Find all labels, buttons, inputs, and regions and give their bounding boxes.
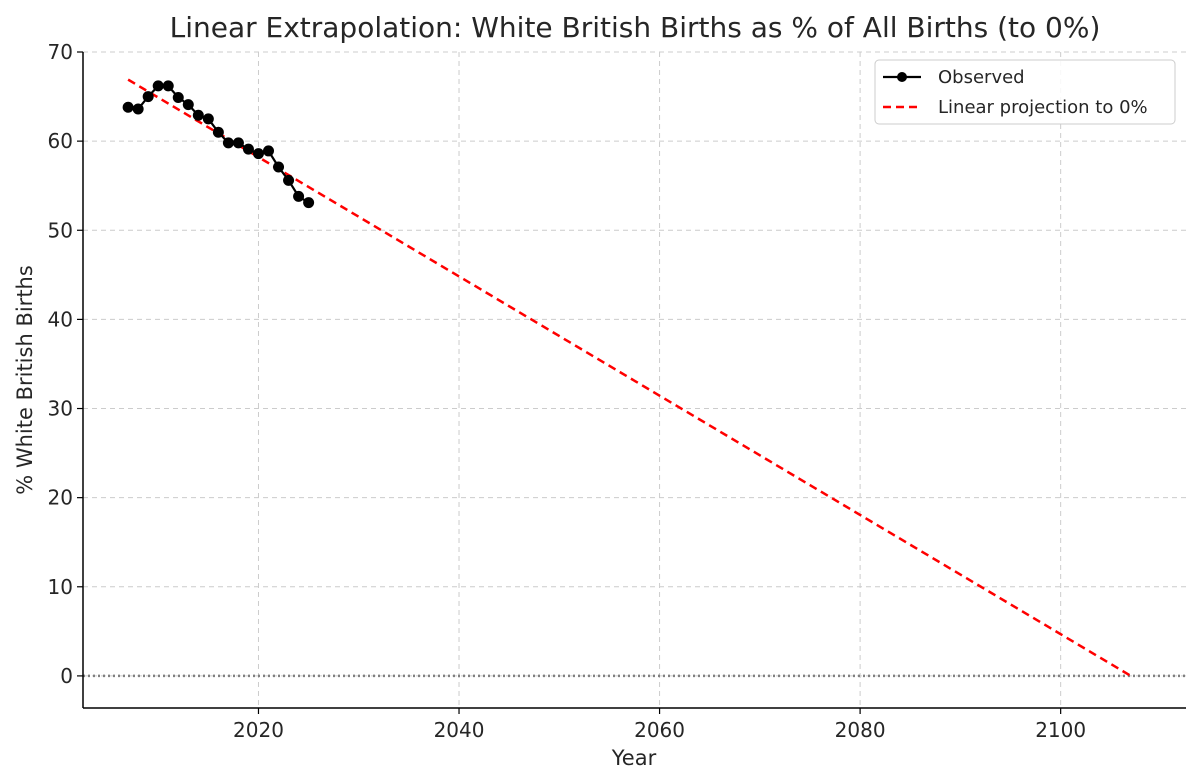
observed-point xyxy=(132,103,144,115)
x-tick-label: 2040 xyxy=(434,718,485,742)
observed-point xyxy=(202,113,214,125)
observed-point xyxy=(172,91,184,103)
x-tick-label: 2020 xyxy=(233,718,284,742)
y-tick-label: 50 xyxy=(48,218,73,242)
y-axis-label: % White British Births xyxy=(13,265,37,495)
observed-point xyxy=(122,101,134,113)
legend: Observed Linear projection to 0% xyxy=(874,59,1176,125)
observed-point xyxy=(222,137,234,149)
observed-point xyxy=(182,99,194,111)
observed-point xyxy=(212,126,224,138)
y-tick-label: 40 xyxy=(48,307,73,331)
x-tick-label: 2080 xyxy=(835,718,886,742)
observed-point xyxy=(252,148,264,160)
observed-point xyxy=(242,143,254,155)
legend-observed-label: Observed xyxy=(938,67,1025,88)
observed-point xyxy=(303,197,315,209)
data-series xyxy=(122,78,1132,677)
y-tick-label: 70 xyxy=(48,40,73,64)
observed-point xyxy=(293,190,305,202)
x-axis-label: Year xyxy=(611,746,657,770)
chart-title: Linear Extrapolation: White British Birt… xyxy=(170,11,1101,44)
observed-point xyxy=(273,161,285,173)
y-tick-label: 20 xyxy=(48,486,73,510)
observed-point xyxy=(152,80,164,92)
observed-point xyxy=(283,174,295,186)
observed-point xyxy=(263,145,275,157)
axis-ticks: 2020 2040 2060 2080 2100 0 10 20 30 40 50 60 70 xyxy=(48,40,1087,742)
observed-line xyxy=(127,84,310,204)
x-tick-label: 2100 xyxy=(1035,718,1086,742)
y-tick-label: 10 xyxy=(48,575,73,599)
y-tick-label: 60 xyxy=(48,129,73,153)
observed-point xyxy=(192,109,204,121)
axes-spines xyxy=(82,52,1186,709)
legend-frame xyxy=(874,59,1176,125)
legend-observed-marker xyxy=(897,72,907,82)
y-tick-label: 0 xyxy=(60,664,73,688)
grid-lines xyxy=(83,51,1186,708)
legend-projection-label: Linear projection to 0% xyxy=(938,97,1148,118)
observed-point xyxy=(142,91,154,103)
x-tick-label: 2060 xyxy=(634,718,685,742)
y-tick-label: 30 xyxy=(48,397,73,421)
observed-point xyxy=(232,137,244,149)
observed-point xyxy=(162,80,174,92)
